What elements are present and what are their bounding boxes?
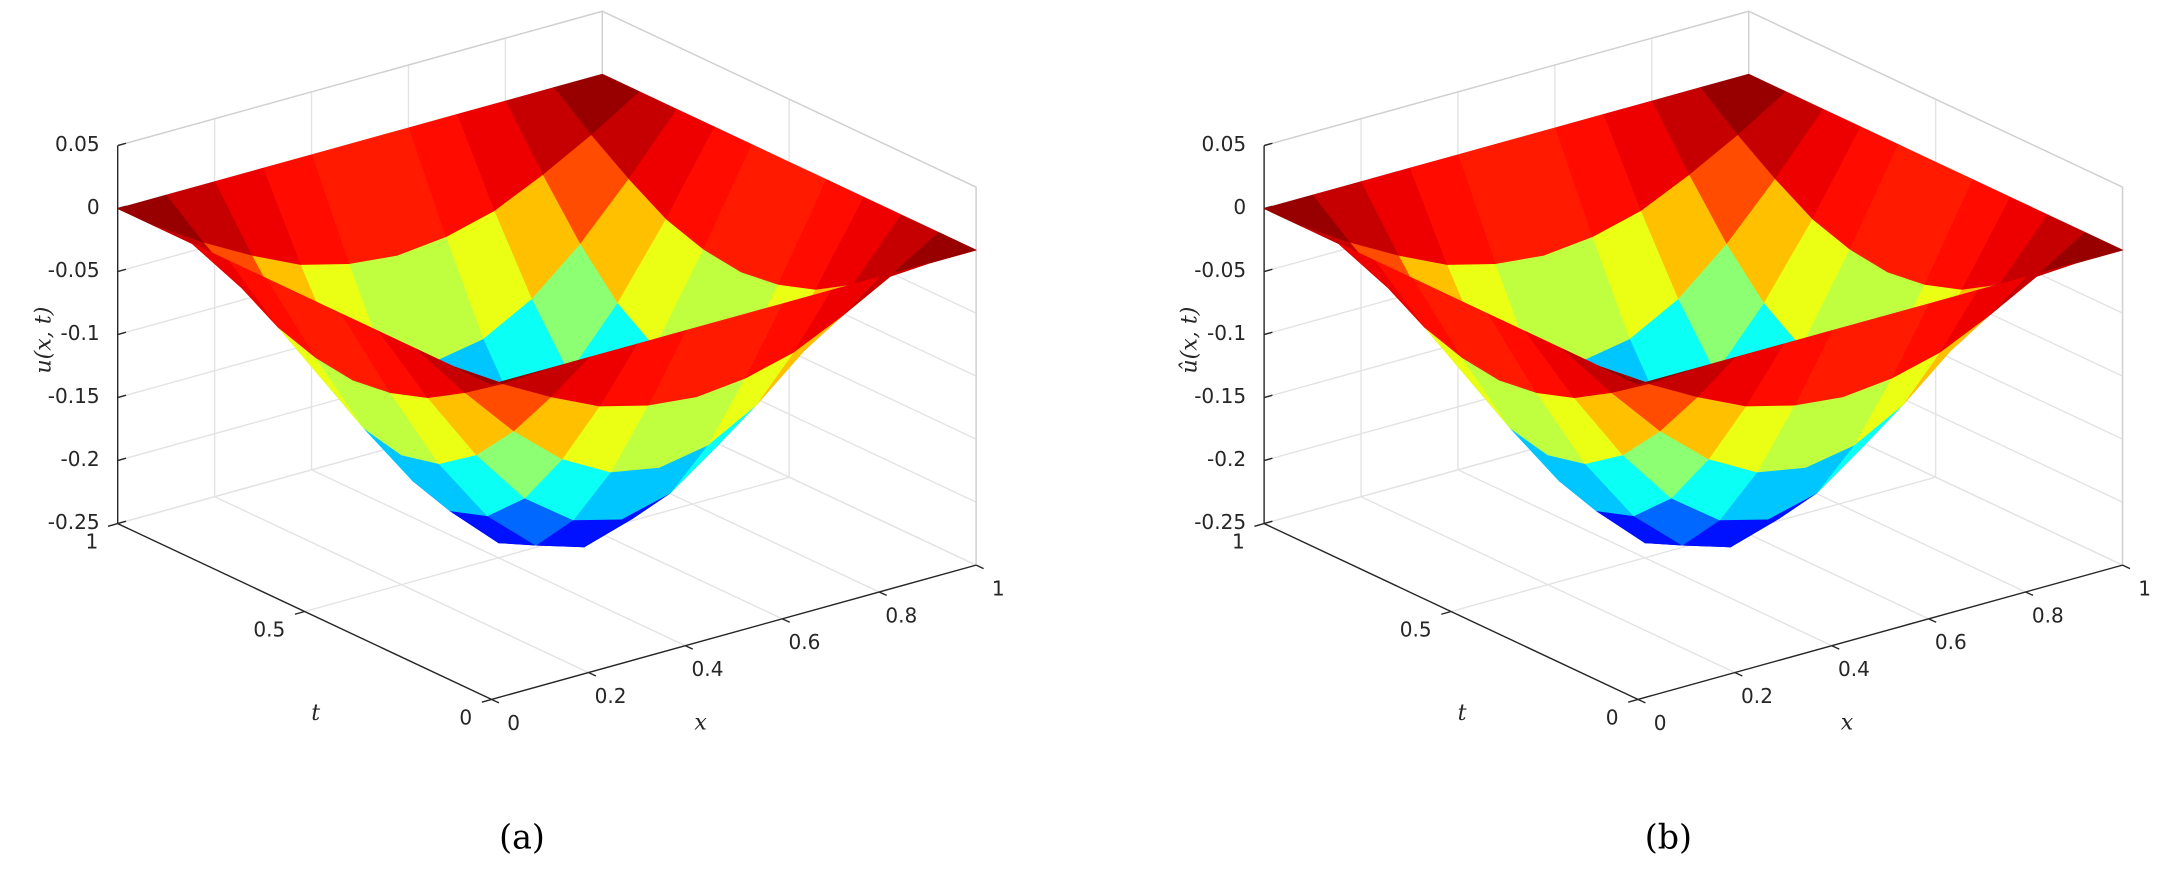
y-tick (1441, 610, 1452, 615)
y-tick-label: 1 (1232, 529, 1245, 553)
z-tick-label: -0.25 (1194, 510, 1246, 534)
box-edge (117, 10, 977, 566)
y-tick-label: 0 (1606, 705, 1619, 729)
x-tick-label: 0.6 (788, 630, 820, 654)
z-tick (117, 142, 127, 147)
x-tick (1734, 671, 1743, 677)
x-tick-label: 0.8 (885, 603, 917, 627)
z-tick-label: -0.25 (48, 510, 100, 534)
z-tick (117, 457, 127, 462)
y-tick-label: 0.5 (1400, 617, 1432, 641)
x-axis (1637, 564, 2123, 701)
z-tick-label: 0 (87, 195, 100, 219)
x-tick-label: 0.2 (595, 684, 627, 708)
z-tick-label: -0.05 (48, 258, 100, 282)
y-tick-label: 0 (459, 705, 472, 729)
x-tick-label: 1 (2138, 577, 2151, 601)
y-tick-label: 1 (86, 529, 99, 553)
y-tick (481, 698, 492, 703)
z-tick (117, 331, 127, 336)
box-edge (1263, 10, 2124, 566)
z-tick-label: -0.05 (1194, 258, 1246, 282)
x-tick-label: 0.4 (692, 657, 724, 681)
y-axis (1263, 522, 1639, 701)
x-tick-label: 0.4 (1838, 657, 1870, 681)
x-axis (491, 564, 977, 701)
x-tick-label: 0 (1654, 711, 1667, 735)
y-tick (1254, 522, 1265, 528)
y-tick-label: 0.5 (253, 617, 285, 641)
z-tick-label: -0.15 (1194, 384, 1246, 408)
z-tick (1263, 457, 1273, 462)
z-tick-label: -0.1 (1207, 321, 1246, 345)
y-tick (1628, 698, 1639, 703)
x-tick (2025, 591, 2034, 597)
caption: (a) (499, 817, 545, 856)
z-axis-label: û(x, t) (1177, 307, 1203, 374)
x-tick (588, 671, 597, 677)
x-tick (685, 645, 694, 650)
x-tick (1637, 698, 1646, 704)
y-tick (107, 522, 118, 528)
z-axis-label: u(x, t) (30, 307, 56, 374)
z-tick (1263, 142, 1273, 147)
y-tick (294, 610, 305, 615)
x-tick-label: 0.6 (1935, 630, 1967, 654)
x-tick-label: 1 (992, 577, 1005, 601)
z-tick-label: 0.05 (1201, 132, 1246, 156)
z-tick (117, 268, 127, 273)
x-tick (491, 698, 500, 704)
z-tick-label: 0.05 (55, 132, 100, 156)
y-axis-label: t (311, 700, 320, 726)
x-tick (878, 591, 887, 597)
z-tick (117, 520, 127, 525)
caption: (b) (1645, 817, 1692, 856)
z-tick-label: -0.15 (48, 384, 100, 408)
surface-patch (453, 366, 541, 385)
x-tick-label: 0.8 (2032, 603, 2064, 627)
x-tick (1928, 618, 1937, 623)
x-axis-label: x (1841, 710, 1854, 736)
y-axis (117, 522, 492, 701)
z-tick (1263, 268, 1273, 273)
x-tick (2122, 564, 2131, 570)
y-axis-label: t (1458, 700, 1467, 726)
z-tick (1263, 331, 1273, 336)
x-tick (781, 618, 791, 623)
x-tick-label: 0.2 (1741, 684, 1773, 708)
x-axis-label: x (694, 710, 707, 736)
x-tick (975, 564, 984, 570)
x-tick-label: 0 (507, 711, 520, 735)
z-tick (117, 394, 127, 399)
z-tick-label: -0.2 (1207, 447, 1246, 471)
z-tick (1263, 520, 1273, 525)
z-tick-label: -0.1 (61, 321, 100, 345)
z-tick-label: -0.2 (61, 447, 100, 471)
surface-patch (1600, 366, 1687, 385)
z-tick-label: 0 (1233, 195, 1246, 219)
z-tick (1263, 394, 1273, 399)
x-tick (1831, 645, 1840, 650)
